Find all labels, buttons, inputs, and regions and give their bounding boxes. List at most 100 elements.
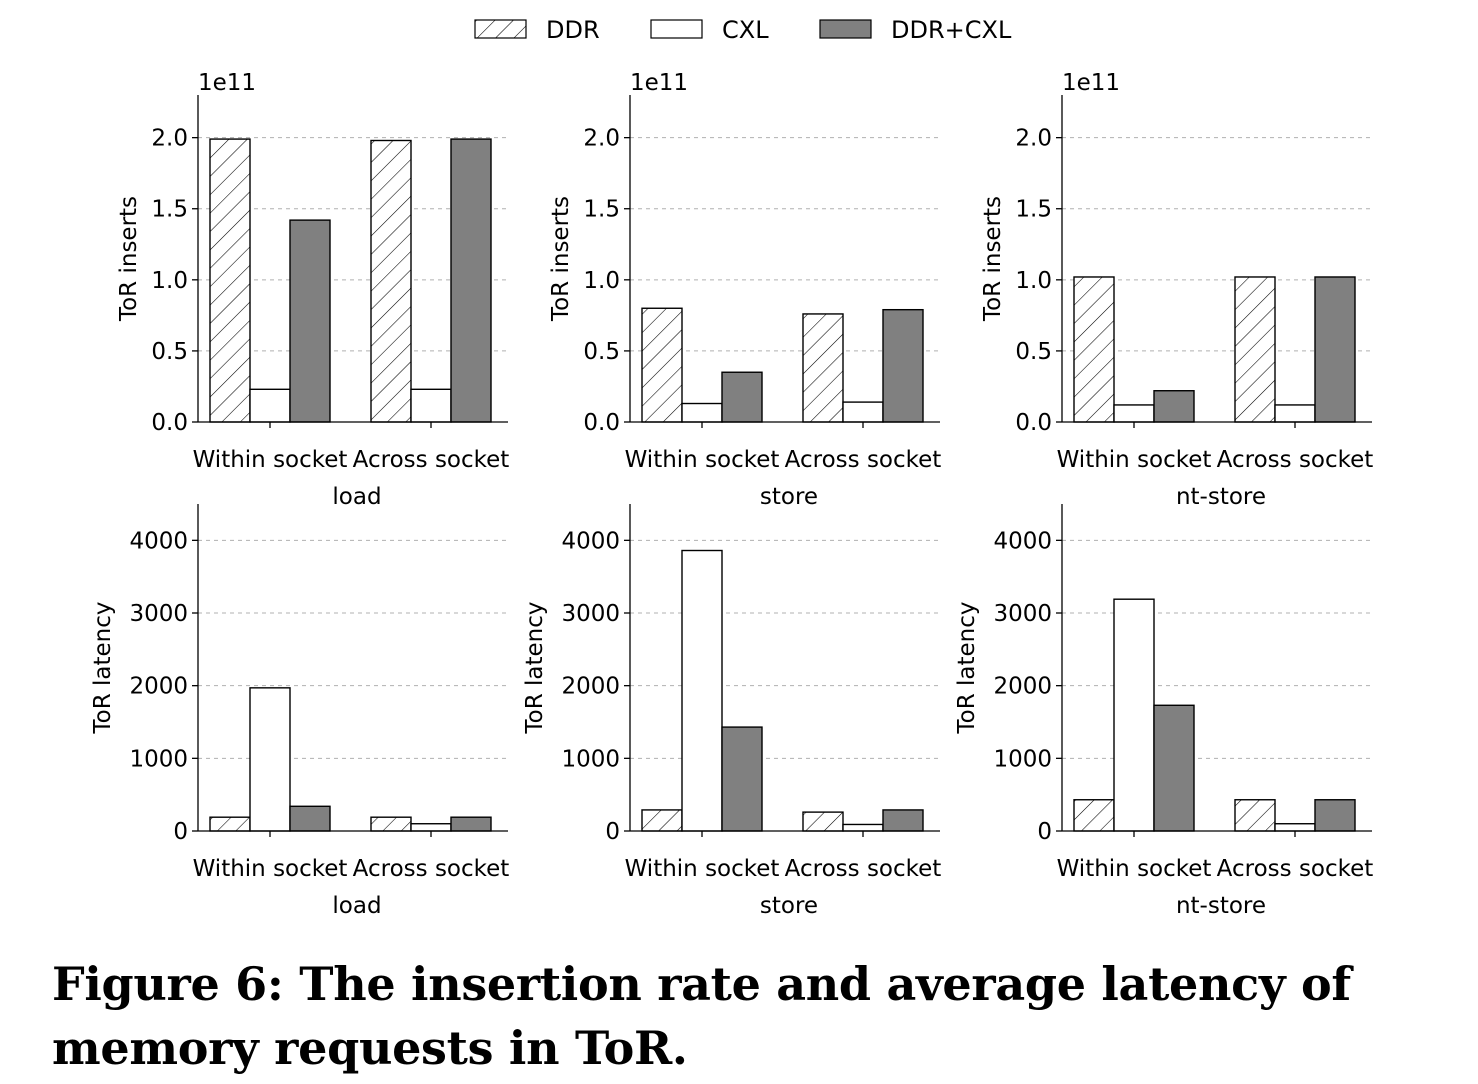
- bar-ddr-across: [802, 313, 844, 423]
- bar-cxl-across: [410, 823, 452, 832]
- y-axis-title: ToR inserts: [980, 196, 1006, 322]
- y-tick-label: 1.0: [151, 268, 188, 294]
- y-tick-label: 1.5: [151, 197, 188, 223]
- x-tick-label: Across socket: [1217, 447, 1374, 473]
- y-tick-label: 2.0: [151, 126, 188, 152]
- bar-cxl-within: [249, 687, 291, 832]
- bar-ddr-cxl-across: [450, 816, 492, 832]
- bar-ddr-cxl-within: [1153, 390, 1195, 423]
- y-tick-label: 0: [1037, 819, 1052, 845]
- y-tick-label: 1000: [993, 746, 1052, 772]
- bar-cxl-within: [1113, 404, 1155, 423]
- bar-ddr-cxl-across: [1314, 799, 1356, 832]
- bar-ddr-within: [1073, 799, 1115, 832]
- y-tick-label: 0.5: [583, 339, 620, 365]
- bar-ddr-within: [209, 138, 251, 423]
- bar-cxl-across: [410, 388, 452, 423]
- bar-cxl-across: [842, 823, 884, 832]
- y-axis-title: ToR latency: [954, 602, 980, 735]
- bar-ddr-across: [370, 816, 412, 832]
- x-axis-title: nt-store: [1176, 484, 1266, 510]
- x-tick-label: Within socket: [625, 856, 780, 882]
- bar-ddr-cxl-within: [289, 219, 331, 423]
- bar-cxl-within: [249, 388, 291, 423]
- y-tick-label: 3000: [129, 601, 188, 627]
- bar-ddr-cxl-across: [450, 138, 492, 423]
- y-tick-label: 4000: [129, 528, 188, 554]
- panel-latency-load: 0 1000 2000 3000 4000 Within socket Across soc…: [90, 504, 509, 919]
- y-tick-label: 2000: [993, 674, 1052, 700]
- x-tick-label: Across socket: [1217, 856, 1374, 882]
- x-tick-label: Within socket: [193, 447, 348, 473]
- y-offset-label: 1e11: [198, 70, 256, 96]
- y-tick-label: 3000: [561, 601, 620, 627]
- y-tick-label: 0.5: [151, 339, 188, 365]
- panel-inserts-load: 0.0 0.5 1.0 1.5 2.0 1e11 Within socket Across s…: [116, 70, 509, 510]
- legend-swatch-solid: [819, 19, 872, 39]
- bar-ddr-across: [1234, 799, 1276, 832]
- x-tick-label: Within socket: [1057, 856, 1212, 882]
- x-axis-title: nt-store: [1176, 893, 1266, 919]
- x-axis-title: store: [760, 484, 818, 510]
- bar-ddr-within: [209, 816, 251, 832]
- legend-label: DDR+CXL: [891, 16, 1012, 44]
- y-axis-title: ToR latency: [522, 602, 548, 735]
- y-tick-label: 2000: [561, 674, 620, 700]
- y-tick-label: 2.0: [1015, 126, 1052, 152]
- x-axis-title: store: [760, 893, 818, 919]
- x-tick-label: Across socket: [785, 447, 942, 473]
- bar-ddr-across: [370, 139, 412, 423]
- legend-label: CXL: [722, 16, 769, 44]
- legend: DDR CXL DDR+CXL: [474, 16, 1012, 44]
- y-tick-label: 1.0: [583, 268, 620, 294]
- bar-ddr-cxl-within: [721, 371, 763, 423]
- bar-cxl-across: [1274, 404, 1316, 423]
- x-tick-label: Across socket: [353, 447, 510, 473]
- y-tick-label: 1.0: [1015, 268, 1052, 294]
- x-tick-label: Within socket: [625, 447, 780, 473]
- y-tick-label: 0.0: [1015, 410, 1052, 436]
- panel-inserts-store: 0.0 0.5 1.0 1.5 2.0 1e11 Within socket Across s…: [548, 70, 941, 510]
- legend-label: DDR: [546, 16, 600, 44]
- bar-ddr-within: [1073, 276, 1115, 423]
- bar-cxl-within: [1113, 598, 1155, 832]
- y-tick-label: 1.5: [583, 197, 620, 223]
- y-tick-label: 0.5: [1015, 339, 1052, 365]
- x-axis-title: load: [332, 893, 381, 919]
- y-offset-label: 1e11: [630, 70, 688, 96]
- x-tick-label: Across socket: [353, 856, 510, 882]
- y-axis-title: ToR latency: [90, 602, 116, 735]
- y-tick-label: 0.0: [583, 410, 620, 436]
- y-tick-label: 2000: [129, 674, 188, 700]
- legend-swatch-open: [650, 19, 703, 39]
- y-tick-label: 4000: [561, 528, 620, 554]
- y-tick-label: 0: [605, 819, 620, 845]
- y-tick-label: 1000: [129, 746, 188, 772]
- bar-cxl-within: [681, 549, 723, 832]
- bar-ddr-within: [641, 809, 683, 832]
- x-axis-title: load: [332, 484, 381, 510]
- bar-ddr-cxl-across: [1314, 276, 1356, 423]
- y-tick-label: 4000: [993, 528, 1052, 554]
- panel-inserts-nt-store: 0.0 0.5 1.0 1.5 2.0 1e11 Within socket Across s…: [980, 70, 1373, 510]
- y-tick-label: 0.0: [151, 410, 188, 436]
- y-tick-label: 3000: [993, 601, 1052, 627]
- panel-latency-nt-store: 0 1000 2000 3000 4000 Within socket Across soc…: [954, 504, 1373, 919]
- bar-ddr-across: [1234, 276, 1276, 423]
- y-axis-title: ToR inserts: [548, 196, 574, 322]
- y-tick-label: 0: [173, 819, 188, 845]
- y-tick-label: 1000: [561, 746, 620, 772]
- legend-swatch-hatch: [474, 19, 527, 39]
- bar-ddr-within: [641, 307, 683, 423]
- panel-latency-store: 0 1000 2000 3000 4000 Within socket Across soc…: [522, 504, 941, 919]
- bar-cxl-across: [842, 401, 884, 423]
- y-offset-label: 1e11: [1062, 70, 1120, 96]
- y-tick-label: 1.5: [1015, 197, 1052, 223]
- bar-ddr-cxl-across: [882, 308, 924, 423]
- y-tick-label: 2.0: [583, 126, 620, 152]
- bar-cxl-within: [681, 402, 723, 423]
- x-tick-label: Within socket: [193, 856, 348, 882]
- bar-ddr-cxl-across: [882, 809, 924, 832]
- x-tick-label: Across socket: [785, 856, 942, 882]
